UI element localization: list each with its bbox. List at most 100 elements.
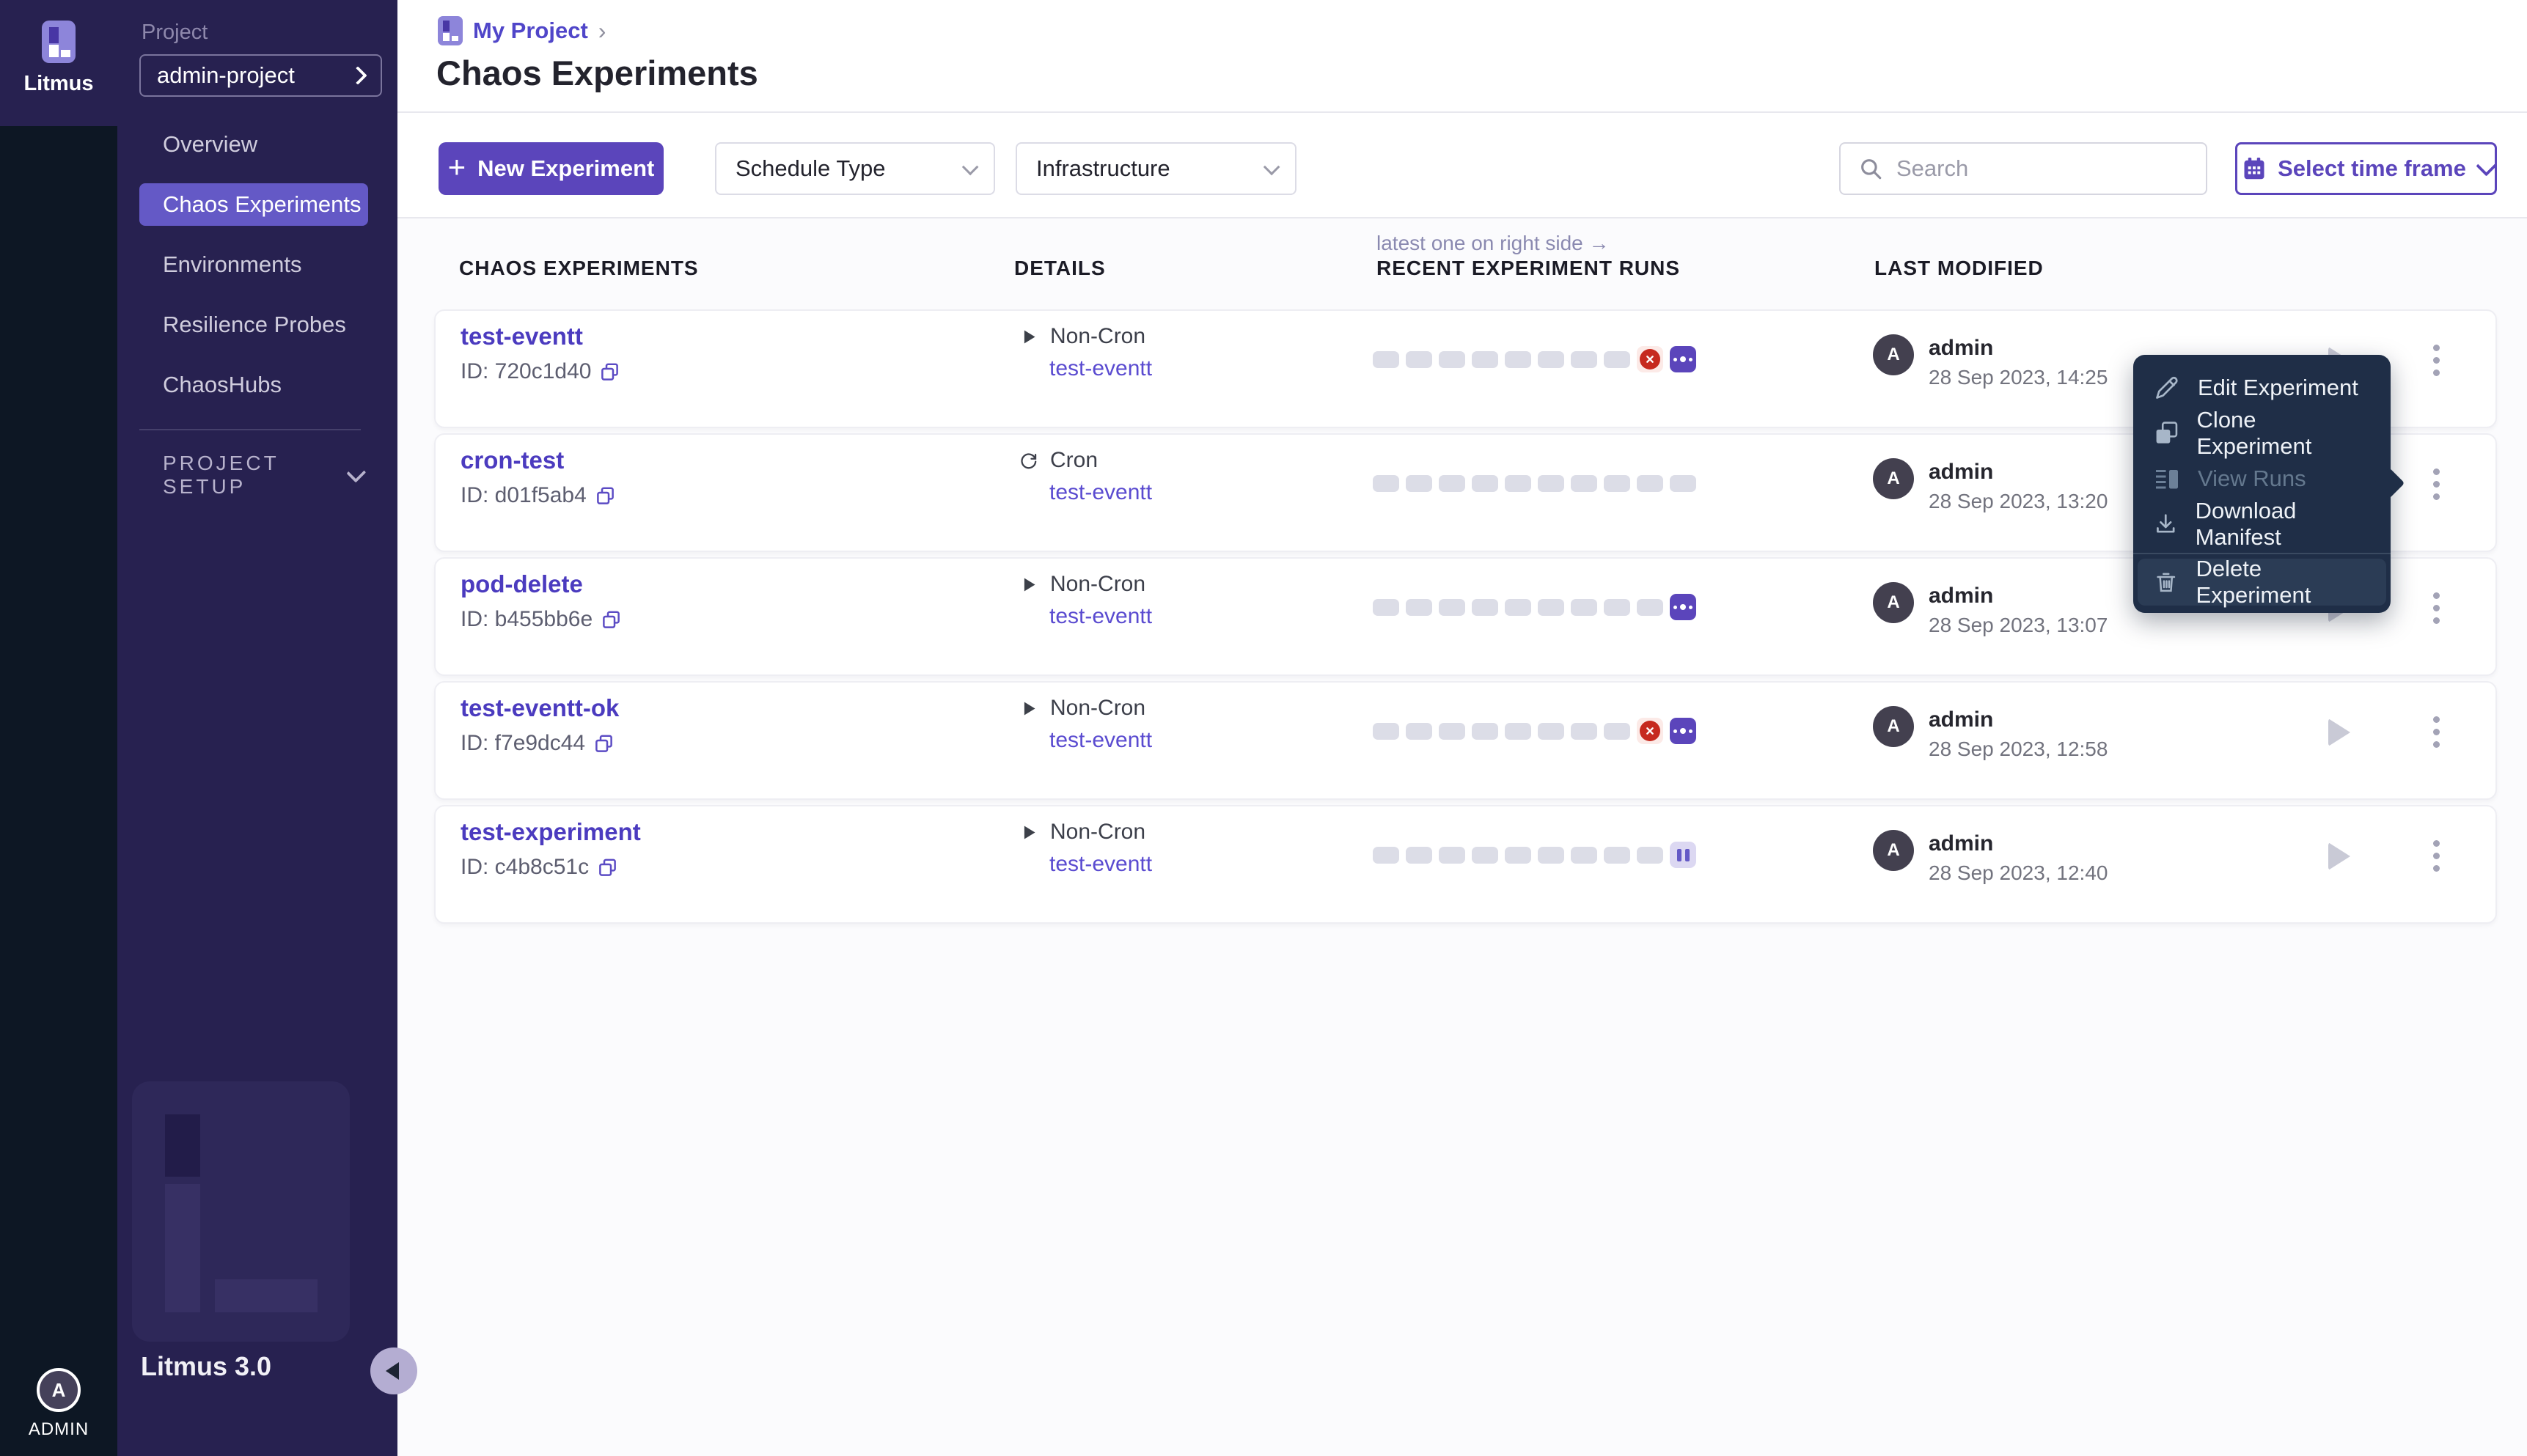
infrastructure-link[interactable]: test-eventt — [1049, 356, 1153, 380]
row-menu-button[interactable] — [2420, 340, 2452, 380]
breadcrumb-link[interactable]: My Project — [473, 18, 588, 43]
run-failed-icon[interactable] — [1637, 718, 1663, 744]
sidebar-item-environments[interactable]: Environments — [139, 243, 368, 286]
user-avatar[interactable]: A — [37, 1368, 81, 1412]
schedule-type: Non-Cron — [1019, 572, 1152, 597]
copy-id-button[interactable] — [600, 362, 620, 382]
project-logo-icon — [438, 16, 463, 45]
experiment-name-link[interactable]: test-experiment — [461, 818, 641, 845]
copy-id-button[interactable] — [595, 486, 615, 506]
search-input[interactable]: Search — [1839, 142, 2207, 195]
run-paused-icon[interactable] — [1670, 842, 1696, 868]
run-experiment-button[interactable] — [2322, 715, 2357, 750]
project-setup-toggle[interactable]: PROJECT SETUP — [139, 452, 367, 498]
sidebar-item-overview[interactable]: Overview — [139, 123, 368, 166]
details-cell: Non-Cron test-eventt — [1019, 572, 1152, 629]
project-select[interactable]: admin-project — [139, 54, 382, 97]
experiment-name-link[interactable]: test-eventt-ok — [461, 694, 620, 721]
trash-icon — [2157, 573, 2176, 592]
run-empty-slot — [1373, 846, 1399, 864]
sidebar-item-chaoshubs[interactable]: ChaosHubs — [139, 364, 368, 406]
avatar: A — [1873, 334, 1914, 375]
new-experiment-button[interactable]: + New Experiment — [439, 142, 664, 195]
infrastructure-label: Infrastructure — [1036, 155, 1170, 181]
infrastructure-link[interactable]: test-eventt — [1049, 480, 1153, 504]
run-empty-slot — [1406, 474, 1432, 492]
column-header-modified: LAST MODIFIED — [1874, 257, 2044, 279]
run-empty-slot — [1505, 722, 1531, 740]
play-icon — [1024, 330, 1035, 343]
run-empty-slot — [1373, 350, 1399, 368]
run-empty-slot — [1406, 846, 1432, 864]
sidebar: Project admin-project Overview Chaos Expe… — [117, 0, 397, 1456]
sidebar-item-chaos-experiments[interactable]: Chaos Experiments — [139, 183, 368, 226]
experiment-name-link[interactable]: pod-delete — [461, 570, 583, 598]
experiment-name-cell: test-eventt ID: 720c1d40 — [461, 323, 620, 384]
infrastructure-select[interactable]: Infrastructure — [1016, 142, 1296, 195]
new-experiment-label: New Experiment — [477, 155, 655, 181]
infrastructure-link[interactable]: test-eventt — [1049, 604, 1153, 628]
menu-item-delete-experiment[interactable]: Delete Experiment — [2138, 556, 2386, 608]
column-header-details: DETAILS — [1014, 257, 1106, 279]
menu-item-clone-experiment[interactable]: Clone Experiment — [2133, 407, 2391, 459]
menu-item-view-runs: View Runs — [2133, 456, 2391, 501]
row-menu-button[interactable] — [2420, 836, 2452, 875]
modified-by: admin — [1929, 584, 1994, 608]
run-running-icon[interactable] — [1670, 346, 1696, 372]
breadcrumb: My Project › — [438, 16, 606, 45]
infrastructure-link[interactable]: test-eventt — [1049, 728, 1153, 752]
experiment-name-link[interactable]: test-eventt — [461, 323, 583, 350]
experiment-id: ID: d01f5ab4 — [461, 483, 615, 508]
run-empty-slot — [1472, 722, 1498, 740]
copy-id-button[interactable] — [598, 858, 617, 878]
sidebar-item-resilience-probes[interactable]: Resilience Probes — [139, 304, 368, 346]
play-icon — [1024, 826, 1035, 839]
infrastructure-link[interactable]: test-eventt — [1049, 852, 1153, 876]
main-content: My Project › Chaos Experiments + New Exp… — [397, 0, 2527, 1456]
copy-id-button[interactable] — [601, 610, 621, 630]
experiment-id-label: ID: c4b8c51c — [461, 855, 590, 879]
copy-icon — [601, 363, 619, 380]
schedule-type: Cron — [1019, 448, 1152, 473]
run-running-icon[interactable] — [1670, 718, 1696, 744]
run-experiment-button[interactable] — [2322, 839, 2357, 874]
schedule-type-select[interactable]: Schedule Type — [715, 142, 995, 195]
play-icon — [2328, 718, 2350, 746]
run-empty-slot — [1604, 722, 1630, 740]
runs-icon — [2156, 470, 2178, 489]
copy-icon — [596, 487, 614, 504]
play-icon — [2328, 842, 2350, 870]
sidebar-collapse-button[interactable] — [370, 1347, 417, 1394]
column-header-experiments: CHAOS EXPERIMENTS — [459, 257, 699, 279]
row-menu-button[interactable] — [2420, 712, 2452, 751]
menu-item-download-manifest[interactable]: Download Manifest — [2133, 498, 2391, 550]
run-empty-slot — [1472, 598, 1498, 616]
column-header-runs: RECENT EXPERIMENT RUNS — [1376, 257, 1681, 279]
details-cell: Non-Cron test-eventt — [1019, 324, 1152, 381]
chevron-down-icon — [961, 158, 979, 176]
row-menu-button[interactable] — [2420, 464, 2452, 504]
run-failed-icon[interactable] — [1637, 346, 1663, 372]
modified-date: 28 Sep 2023, 14:25 — [1929, 366, 2108, 389]
modified-by: admin — [1929, 336, 1994, 360]
menu-item-edit-experiment[interactable]: Edit Experiment — [2133, 365, 2391, 411]
time-frame-button[interactable]: Select time frame — [2235, 142, 2497, 195]
x-icon — [1646, 356, 1654, 363]
sidebar-item-label: ChaosHubs — [163, 372, 282, 397]
table-row: test-eventt-ok ID: f7e9dc44 Non-Cron test-e… — [434, 681, 2497, 800]
sidebar-item-label: Resilience Probes — [163, 312, 346, 337]
runs-order-note: latest one on right side → — [1376, 232, 1610, 254]
menu-divider — [2133, 553, 2391, 554]
page-header: My Project › Chaos Experiments — [397, 0, 2527, 113]
run-running-icon[interactable] — [1670, 594, 1696, 620]
sidebar-nav: Overview Chaos Experiments Environments Res… — [139, 123, 368, 424]
experiment-name-link[interactable]: cron-test — [461, 446, 565, 474]
experiment-id: ID: 720c1d40 — [461, 359, 620, 384]
copy-id-button[interactable] — [594, 734, 614, 754]
time-frame-label: Select time frame — [2278, 155, 2466, 181]
run-empty-slot — [1538, 722, 1564, 740]
row-menu-button[interactable] — [2420, 588, 2452, 628]
row-context-menu: Edit Experiment Clone Experiment View Runs… — [2133, 355, 2405, 613]
recent-runs-cell — [1373, 592, 1696, 622]
